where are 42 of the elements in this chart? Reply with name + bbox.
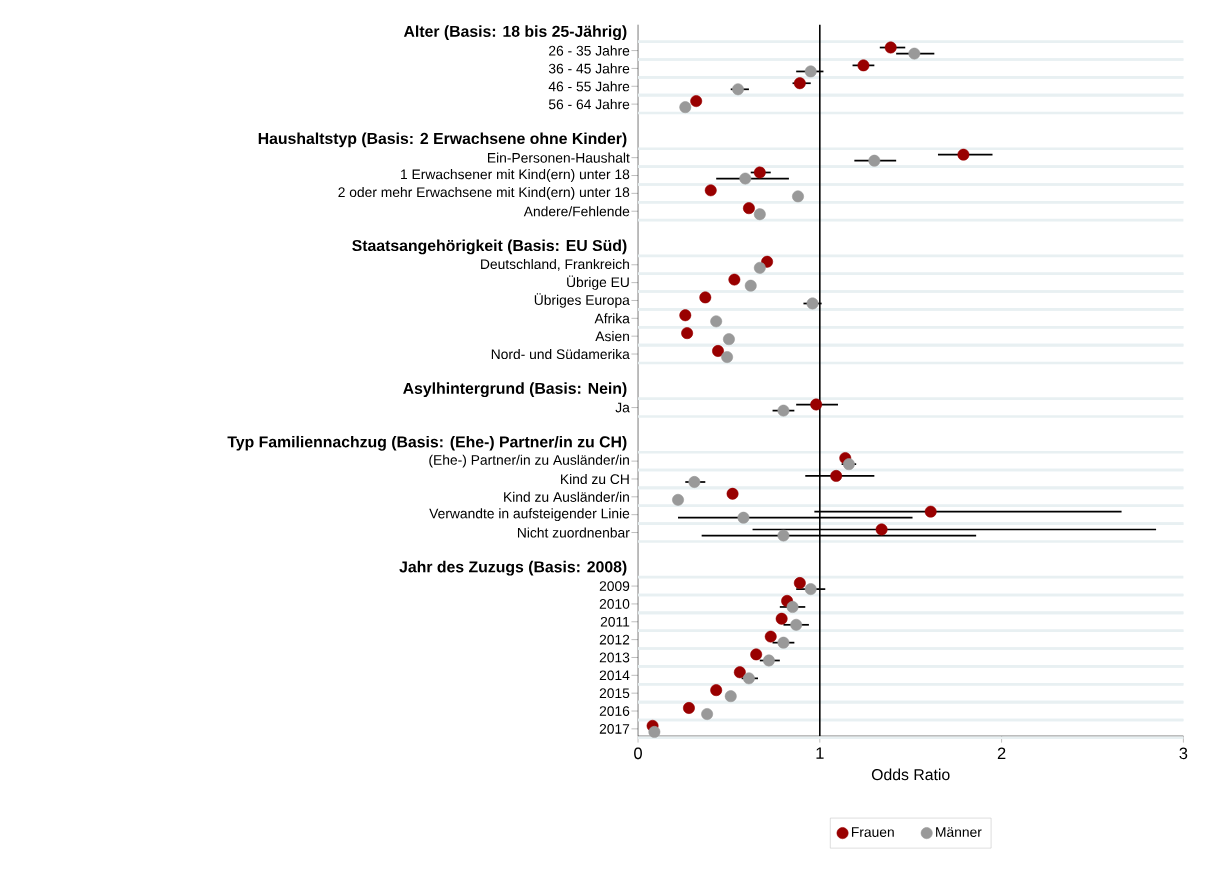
y-tick-label: Übrige EU (567, 275, 629, 290)
y-tick-label: Kind zu Ausländer/in (504, 491, 629, 502)
y-tick-label: Nord- und Südamerika (491, 348, 630, 359)
y-tick-label: 2015 (599, 688, 630, 698)
x-tick-label: 1 (816, 747, 824, 759)
legend-label: Frauen (851, 827, 894, 837)
y-tick-label: Verwandte in aufsteigender Linie (429, 508, 630, 521)
y-tick-label: 2013 (599, 652, 630, 663)
y-tick-label: Staatsangehörigkeit (Basis: EU Süd) (352, 239, 627, 255)
x-tick-label: 2 (997, 747, 1006, 759)
y-tick-label: Übriges Europa (534, 293, 630, 308)
y-tick-label: Kind zu CH (561, 473, 629, 484)
y-tick-label: 2009 (599, 581, 630, 591)
x-axis-title: Odds Ratio (871, 768, 950, 781)
y-tick-label: 2012 (599, 634, 630, 645)
y-tick-label: 2 oder mehr Erwachsene mit Kind(ern) unter 18 (338, 186, 630, 200)
y-tick-label: (Ehe-) Partner/in zu Ausländer/in (429, 454, 629, 468)
y-tick-label: Asien (595, 330, 629, 342)
y-tick-label: Afrika (594, 313, 630, 324)
y-tick-label: 2014 (599, 670, 630, 681)
x-tick-label: 0 (634, 747, 642, 759)
y-tick-label: 2010 (599, 598, 630, 609)
y-tick-label: Jahr des Zuzugs (Basis: 2008) (399, 560, 627, 576)
x-tick-label: 3 (1179, 747, 1188, 759)
y-tick-label: Nicht zuordnenbar (517, 527, 630, 538)
y-tick-label: 2017 (599, 723, 630, 734)
y-tick-label: Alter (Basis: 18 bis 25-Jährig) (403, 25, 627, 40)
y-tick-label: Andere/Fehlende (523, 205, 630, 217)
y-tick-label: 2016 (599, 705, 630, 716)
y-tick-label: 26 - 35 Jahre (549, 45, 630, 56)
y-tick-label: 56 - 64 Jahre (548, 98, 630, 110)
y-tick-label: Ja (615, 402, 630, 413)
y-tick-label: Deutschland, Frankreich (481, 258, 629, 271)
legend-label: Männer (936, 827, 982, 837)
y-tick-label: 1 Erwachsener mit Kind(ern) unter 18 (401, 168, 630, 182)
y-tick-label: 46 - 55 Jahre (548, 81, 630, 92)
y-tick-label: 2011 (600, 616, 630, 627)
y-tick-label: Asylhintergrund (Basis: Nein) (403, 382, 627, 397)
y-tick-label: 36 - 45 Jahre (548, 63, 630, 74)
y-tick-label: Ein-Personen-Haushalt (488, 152, 630, 163)
y-tick-label: Haushaltstyp (Basis: 2 Erwachsene ohne Kinder) (258, 132, 627, 148)
y-tick-label: Typ Familiennachzug (Basis: (Ehe-) Partner/in zu CH) (227, 435, 627, 451)
